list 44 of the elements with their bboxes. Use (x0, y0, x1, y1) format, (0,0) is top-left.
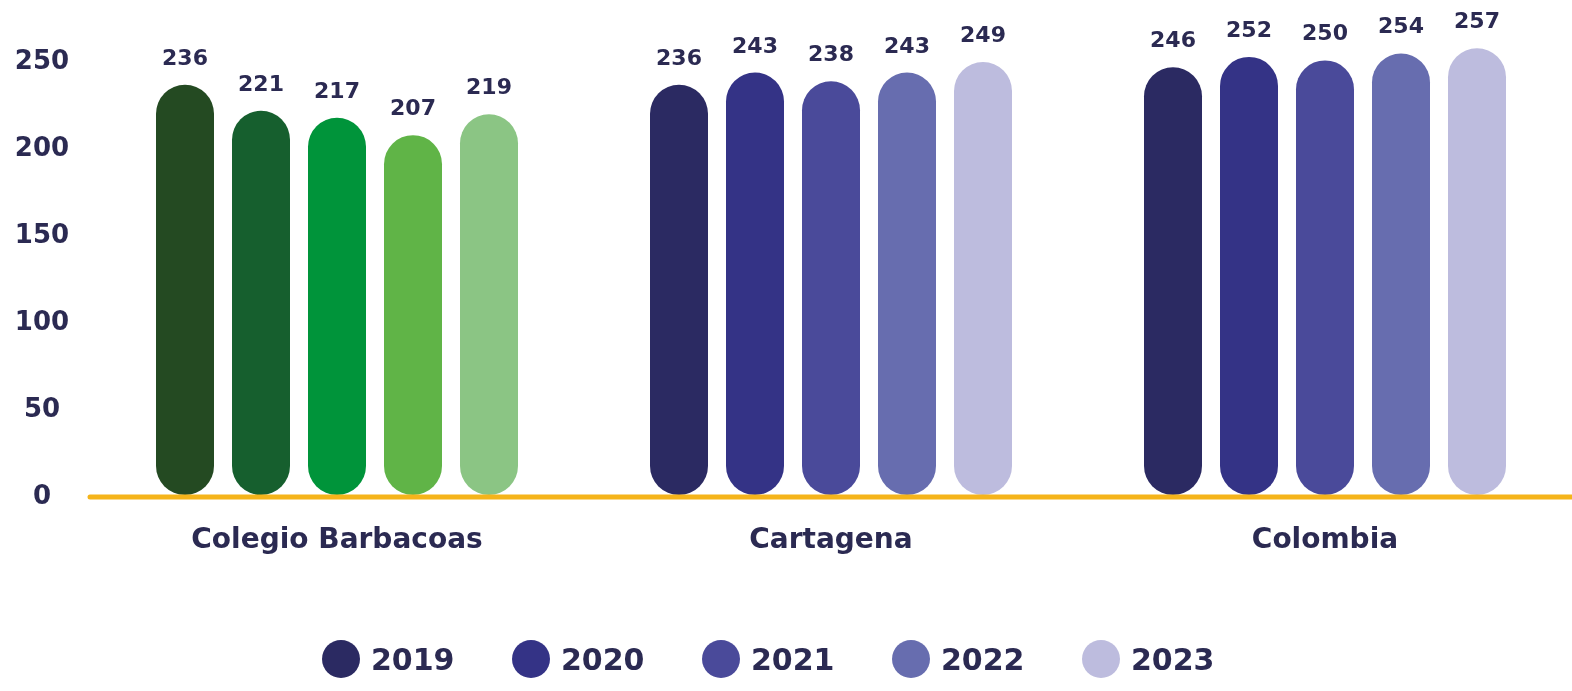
data-label: 250 (1302, 20, 1348, 46)
bar (1220, 56, 1278, 495)
x-tick-label: Colegio Barbacoas (191, 522, 483, 555)
bar (726, 72, 784, 495)
data-label: 254 (1378, 13, 1424, 39)
legend-label: 2022 (941, 641, 1025, 677)
bar (802, 81, 860, 495)
data-label: 246 (1150, 27, 1196, 53)
bar (1448, 48, 1506, 495)
data-label: 252 (1226, 16, 1272, 42)
bar (156, 84, 214, 495)
data-label: 217 (314, 77, 360, 103)
bar (308, 117, 366, 495)
bar (954, 62, 1012, 495)
data-label: 249 (960, 22, 1006, 48)
bar (878, 72, 936, 495)
data-label: 243 (732, 32, 778, 58)
legend-label: 2020 (561, 641, 645, 677)
y-tick-label: 0 (32, 480, 52, 511)
legend-label: 2021 (751, 641, 835, 677)
bar (1296, 60, 1354, 495)
data-label: 238 (808, 41, 854, 67)
data-label: 257 (1454, 8, 1500, 34)
data-label: 207 (390, 95, 436, 121)
legend-label: 2019 (371, 641, 455, 677)
data-label: 243 (884, 32, 930, 58)
x-tick-label: Cartagena (749, 522, 913, 555)
bar (650, 84, 708, 495)
y-tick-label: 150 (14, 219, 70, 250)
y-tick-label: 250 (14, 45, 70, 76)
bar (460, 114, 518, 495)
bar (384, 135, 442, 495)
data-label: 221 (238, 70, 284, 96)
bar (1372, 53, 1430, 495)
data-label: 219 (466, 74, 512, 100)
legend-label: 2023 (1131, 641, 1215, 677)
data-label: 236 (656, 44, 702, 70)
y-tick-label: 200 (14, 132, 70, 163)
bar (232, 110, 290, 495)
y-tick-label: 100 (14, 306, 70, 337)
x-tick-label: Colombia (1251, 522, 1399, 555)
data-label: 236 (162, 44, 208, 70)
bar (1144, 67, 1202, 495)
y-tick-label: 50 (23, 393, 61, 424)
